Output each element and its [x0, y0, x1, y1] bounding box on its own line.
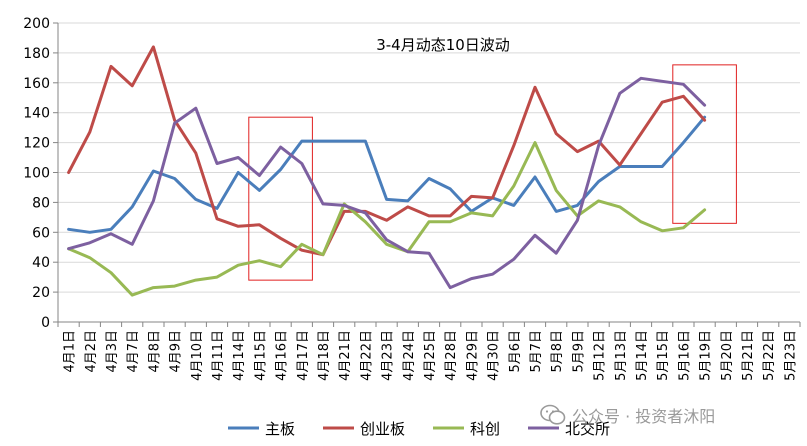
- chart-title: 3-4月动态10日波动: [376, 36, 510, 54]
- series-line-创业板: [67, 45, 707, 257]
- y-tick-label: 60: [32, 225, 50, 241]
- x-tick-label: 4月16日: [275, 330, 290, 381]
- x-tick-label: 5月15日: [656, 330, 671, 381]
- x-tick-label: 4月22日: [359, 330, 374, 381]
- series-line-科创: [67, 141, 707, 297]
- legend-label: 主板: [265, 420, 295, 438]
- x-tick-label: 4月25日: [423, 330, 438, 381]
- x-tick-label: 5月16日: [677, 330, 692, 381]
- x-tick-label: 4月14日: [232, 330, 247, 381]
- x-tick-label: 4月8日: [147, 330, 162, 373]
- x-tick-label: 4月21日: [338, 330, 353, 381]
- highlight-box: [248, 116, 313, 281]
- x-tick-label: 4月1日: [63, 330, 78, 373]
- watermark-text: 公众号 · 投资者沐阳: [572, 407, 716, 426]
- x-tick-label: 4月10日: [190, 330, 205, 381]
- x-tick-label: 4月2日: [84, 330, 99, 373]
- x-tick-label: 5月20日: [720, 330, 735, 381]
- y-tick-label: 40: [32, 255, 50, 271]
- x-tick-label: 5月23日: [783, 330, 798, 381]
- x-tick-label: 4月15日: [253, 330, 268, 381]
- legend-label: 科创: [470, 420, 500, 438]
- x-tick-label: 5月19日: [699, 330, 714, 381]
- y-tick-label: 100: [23, 166, 50, 182]
- x-tick-label: 5月7日: [529, 330, 544, 373]
- x-tick-label: 5月13日: [614, 330, 629, 381]
- x-tick-label: 4月23日: [381, 330, 396, 381]
- x-tick-label: 5月21日: [741, 330, 756, 381]
- legend: 主板 创业板 科创 北交所: [228, 420, 610, 438]
- x-tick-label: 5月8日: [550, 330, 565, 373]
- x-tick-label: 5月12日: [593, 330, 608, 381]
- highlight-boxes: [248, 64, 737, 281]
- y-tick-label: 20: [32, 285, 50, 301]
- highlight-box: [672, 64, 737, 224]
- y-tick-label: 160: [23, 76, 50, 92]
- y-tick-label: 0: [41, 315, 50, 331]
- series-line-北交所: [67, 76, 707, 290]
- y-tick-label: 140: [23, 106, 50, 122]
- x-tick-label: 4月9日: [169, 330, 184, 373]
- x-tick-label: 5月14日: [635, 330, 650, 381]
- legend-label: 创业板: [360, 420, 405, 438]
- x-axis: 4月1日 4月2日 4月3日 4月7日 4月8日 4月9日 4月10日 4月11日 4月14日 4…: [57, 321, 801, 381]
- x-tick-label: 5月9日: [571, 330, 586, 373]
- x-tick-label: 4月17日: [296, 330, 311, 381]
- x-tick-label: 5月22日: [762, 330, 777, 381]
- x-tick-label: 4月3日: [105, 330, 120, 373]
- x-tick-label: 5月6日: [508, 330, 523, 373]
- x-tick-label: 4月28日: [444, 330, 459, 381]
- series-lines: [67, 45, 707, 297]
- legend-label: 北交所: [565, 420, 610, 438]
- x-tick-label: 4月18日: [317, 330, 332, 381]
- x-tick-label: 4月11日: [211, 330, 226, 381]
- gridlines: [58, 22, 800, 293]
- x-tick-label: 4月24日: [402, 330, 417, 381]
- y-axis: 0 20 40 60 80 100 120 140 160 180 200: [23, 16, 59, 331]
- y-tick-label: 200: [23, 16, 50, 32]
- x-tick-label: 4月7日: [126, 330, 141, 373]
- y-tick-label: 120: [23, 136, 50, 152]
- y-tick-label: 180: [23, 46, 50, 62]
- series-line-主板: [67, 115, 707, 234]
- x-tick-label: 4月30日: [487, 330, 502, 381]
- y-tick-label: 80: [32, 195, 50, 211]
- wechat-logo-icon: [540, 404, 566, 425]
- watermark: 公众号 · 投资者沐阳: [540, 402, 805, 428]
- x-tick-label: 4月29日: [465, 330, 480, 381]
